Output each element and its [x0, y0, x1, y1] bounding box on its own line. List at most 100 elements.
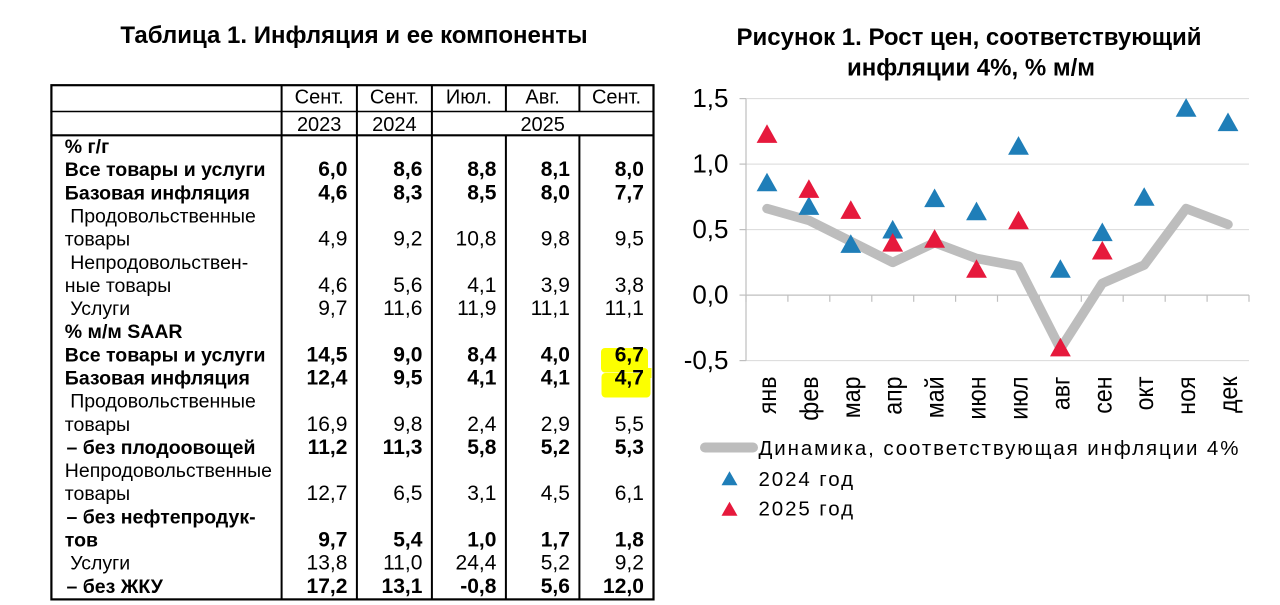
svg-text:7,7: 7,7: [615, 181, 644, 204]
svg-text:% г/г: % г/г: [65, 136, 109, 158]
svg-text:товары: товары: [65, 414, 130, 436]
svg-text:4,6: 4,6: [318, 274, 347, 297]
svg-text:5,5: 5,5: [615, 413, 644, 436]
svg-text:тов: тов: [65, 530, 98, 552]
svg-text:8,3: 8,3: [393, 181, 422, 204]
svg-text:янв: янв: [752, 377, 782, 415]
svg-text:10,8: 10,8: [456, 228, 497, 251]
svg-text:4,7: 4,7: [615, 367, 644, 390]
svg-text:8,6: 8,6: [393, 158, 422, 181]
svg-text:16,9: 16,9: [307, 413, 348, 436]
svg-text:5,4: 5,4: [393, 529, 423, 552]
svg-text:инфляции 4%, % м/м: инфляции 4%, % м/м: [847, 55, 1095, 82]
svg-text:13,8: 13,8: [307, 552, 348, 575]
svg-text:8,8: 8,8: [467, 158, 497, 181]
svg-text:авг: авг: [1045, 377, 1075, 411]
svg-text:9,8: 9,8: [393, 413, 422, 436]
svg-text:4,1: 4,1: [467, 367, 497, 390]
svg-text:6,1: 6,1: [615, 482, 644, 505]
svg-text:9,5: 9,5: [393, 367, 423, 390]
svg-text:17,2: 17,2: [307, 575, 348, 598]
svg-text:0,0: 0,0: [692, 280, 728, 310]
svg-text:2025 год: 2025 год: [759, 497, 855, 520]
svg-text:Непродовольственные: Непродовольственные: [65, 460, 272, 482]
svg-text:12,0: 12,0: [603, 575, 644, 598]
svg-text:5,3: 5,3: [615, 436, 644, 459]
svg-text:5,6: 5,6: [541, 575, 570, 598]
svg-text:июл: июл: [1004, 377, 1034, 420]
svg-text:ные товары: ные товары: [65, 275, 171, 297]
svg-text:Услуги: Услуги: [70, 298, 130, 320]
svg-text:4,0: 4,0: [541, 343, 570, 366]
svg-text:11,3: 11,3: [383, 436, 423, 459]
svg-text:12,7: 12,7: [307, 482, 348, 505]
svg-text:24,4: 24,4: [456, 552, 497, 575]
svg-text:11,9: 11,9: [457, 297, 496, 320]
svg-text:4,6: 4,6: [318, 181, 347, 204]
svg-text:6,5: 6,5: [393, 482, 422, 505]
svg-text:4,1: 4,1: [541, 367, 571, 390]
svg-text:Продовольственные: Продовольственные: [70, 205, 256, 227]
svg-text:12,4: 12,4: [307, 367, 348, 390]
svg-text:6,0: 6,0: [318, 158, 347, 181]
svg-text:– без ЖКУ: – без ЖКУ: [67, 576, 164, 598]
svg-text:8,4: 8,4: [467, 343, 497, 366]
svg-text:товары: товары: [65, 229, 130, 251]
svg-text:мар: мар: [836, 377, 866, 419]
svg-text:2,9: 2,9: [541, 413, 570, 436]
svg-text:фев: фев: [794, 377, 824, 421]
svg-text:ноя: ноя: [1171, 377, 1201, 415]
svg-text:5,6: 5,6: [393, 274, 422, 297]
svg-text:-0,8: -0,8: [460, 575, 497, 598]
svg-text:9,2: 9,2: [615, 552, 644, 575]
svg-text:8,5: 8,5: [467, 181, 497, 204]
svg-text:5,2: 5,2: [541, 552, 570, 575]
svg-text:11,1: 11,1: [531, 297, 570, 320]
svg-text:Динамика, соответствующая инфл: Динамика, соответствующая инфляции 4%: [759, 437, 1241, 460]
svg-text:4,9: 4,9: [318, 228, 347, 251]
svg-text:апр: апр: [878, 377, 908, 415]
svg-text:0,5: 0,5: [692, 214, 728, 244]
svg-text:3,8: 3,8: [615, 274, 644, 297]
svg-text:11,6: 11,6: [383, 297, 422, 320]
svg-text:Базовая инфляция: Базовая инфляция: [65, 182, 250, 204]
svg-text:3,9: 3,9: [541, 274, 570, 297]
svg-text:2,4: 2,4: [467, 413, 497, 436]
svg-text:Сент.: Сент.: [592, 86, 641, 108]
svg-text:9,0: 9,0: [393, 343, 422, 366]
svg-text:9,8: 9,8: [541, 228, 570, 251]
svg-text:– без нефтепродук-: – без нефтепродук-: [67, 506, 256, 528]
svg-text:1,0: 1,0: [467, 529, 496, 552]
svg-text:1,5: 1,5: [692, 83, 728, 113]
svg-text:4,1: 4,1: [467, 274, 496, 297]
svg-text:Сент.: Сент.: [370, 86, 419, 108]
svg-text:2024: 2024: [372, 114, 417, 136]
svg-text:2023: 2023: [297, 114, 342, 136]
svg-text:окт: окт: [1129, 376, 1159, 410]
svg-text:9,5: 9,5: [615, 228, 644, 251]
svg-text:1,8: 1,8: [615, 529, 645, 552]
svg-text:6,7: 6,7: [615, 343, 644, 366]
svg-text:8,1: 8,1: [541, 158, 571, 181]
svg-text:14,5: 14,5: [307, 343, 348, 366]
svg-text:5,2: 5,2: [541, 436, 570, 459]
svg-text:13,1: 13,1: [382, 575, 423, 598]
svg-text:Услуги: Услуги: [70, 553, 130, 575]
svg-text:Базовая инфляция: Базовая инфляция: [65, 368, 250, 390]
svg-text:май: май: [920, 377, 950, 419]
svg-text:11,2: 11,2: [308, 436, 348, 459]
svg-text:4,5: 4,5: [541, 482, 570, 505]
svg-text:9,7: 9,7: [318, 529, 347, 552]
svg-text:июн: июн: [962, 377, 992, 420]
svg-text:2024 год: 2024 год: [759, 468, 855, 491]
svg-text:3,1: 3,1: [467, 482, 496, 505]
svg-text:Рисунок 1. Рост цен, соответст: Рисунок 1. Рост цен, соответствующий: [736, 24, 1201, 51]
svg-text:8,0: 8,0: [541, 181, 570, 204]
svg-text:дек: дек: [1213, 376, 1243, 413]
svg-text:9,7: 9,7: [318, 297, 347, 320]
svg-text:Авг.: Авг.: [525, 86, 559, 108]
svg-text:11,0: 11,0: [383, 552, 422, 575]
svg-text:Таблица 1. Инфляция и ее компо: Таблица 1. Инфляция и ее компоненты: [120, 22, 587, 49]
svg-text:Все товары и услуги: Все товары и услуги: [65, 344, 266, 366]
svg-text:2025: 2025: [520, 114, 565, 136]
